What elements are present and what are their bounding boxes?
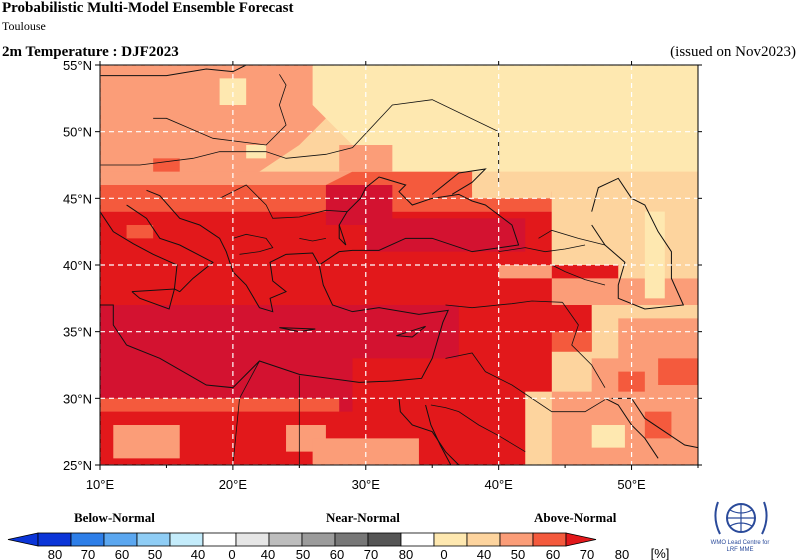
colorbar-segment: [70, 532, 105, 547]
colorbar-tick-label: 0: [228, 547, 235, 560]
colorbar-tick-label: 80: [48, 547, 62, 560]
colorbar-tick-label: 70: [580, 547, 594, 560]
lat-tick-label: 45°N: [63, 191, 92, 206]
colorbar-segment: [268, 532, 303, 547]
axis-ticks: 55°N 50°N 45°N 40°N 35°N 30°N 25°N 10°E 20°E 30°E…: [63, 58, 702, 492]
lon-tick-label: 30°E: [352, 477, 381, 492]
colorbar-tick-label: 70: [81, 547, 95, 560]
colorbar-tick-label: 60: [330, 547, 344, 560]
colorbar-unit: [%]: [651, 546, 670, 560]
colorbar-tick-label: 50: [148, 547, 162, 560]
logo-caption: WMO Lead Centre for LRF MME: [710, 540, 770, 553]
colorbar-segment: [169, 532, 204, 547]
lon-tick-label: 20°E: [219, 477, 248, 492]
colorbar-tick-label: 40: [191, 547, 205, 560]
lat-tick-label: 35°N: [63, 325, 92, 340]
lat-tick-label: 30°N: [63, 391, 92, 406]
chart-title: Probabilistic Multi-Model Ensemble Forec…: [2, 0, 294, 16]
colorbar-tick-label: 80: [399, 547, 413, 560]
colorbar-segment: [532, 532, 567, 547]
lat-tick-label: 40°N: [63, 258, 92, 273]
legend-below-normal: Below-Normal: [74, 510, 155, 525]
colorbar-segment: [367, 532, 402, 547]
colorbar-arrow-left: [7, 532, 39, 547]
colorbar-tick-label: 80: [615, 547, 629, 560]
lat-tick-label: 55°N: [63, 58, 92, 73]
colorbar-segment: [301, 532, 336, 547]
wmo-logo-icon: [714, 501, 768, 535]
colorbar-segment: [499, 532, 534, 547]
variable-title: 2m Temperature : DJF2023: [2, 44, 179, 60]
chart-subtitle: Toulouse: [2, 19, 46, 33]
probability-colorbar: 80 70 60 50 40 0 40 50 60 70 80 0 40 50 60 70 80 [%]: [7, 532, 670, 560]
legend-near-normal: Near-Normal: [326, 510, 400, 525]
colorbar-segment: [136, 532, 171, 547]
colorbar-tick-label: 40: [261, 547, 275, 560]
colorbar-segment: [433, 532, 468, 547]
lat-tick-label: 50°N: [63, 125, 92, 140]
colorbar-segment: [103, 532, 138, 547]
lon-tick-label: 50°E: [617, 477, 646, 492]
colorbar-segment: [202, 532, 237, 547]
colorbar-tick-label: 60: [115, 547, 129, 560]
colorbar-tick-label: 0: [440, 547, 447, 560]
issued-date: (issued on Nov2023): [670, 44, 796, 60]
colorbar-arrow-right: [565, 532, 597, 547]
lon-tick-label: 10°E: [86, 477, 115, 492]
colorbar-segment: [466, 532, 501, 547]
lat-tick-label: 25°N: [63, 458, 92, 473]
colorbar-segment: [334, 532, 369, 547]
colorbar-tick-label: 70: [364, 547, 378, 560]
colorbar-tick-label: 50: [296, 547, 310, 560]
colorbar-tick-label: 60: [546, 547, 560, 560]
colorbar-segment: [235, 532, 270, 547]
legend-above-normal: Above-Normal: [534, 510, 617, 525]
lon-tick-label: 40°E: [484, 477, 513, 492]
colorbar-tick-label: 40: [477, 547, 491, 560]
colorbar-segment: [400, 532, 435, 547]
graticule: [100, 65, 698, 465]
colorbar-segment: [37, 532, 72, 547]
colorbar-tick-label: 50: [511, 547, 525, 560]
